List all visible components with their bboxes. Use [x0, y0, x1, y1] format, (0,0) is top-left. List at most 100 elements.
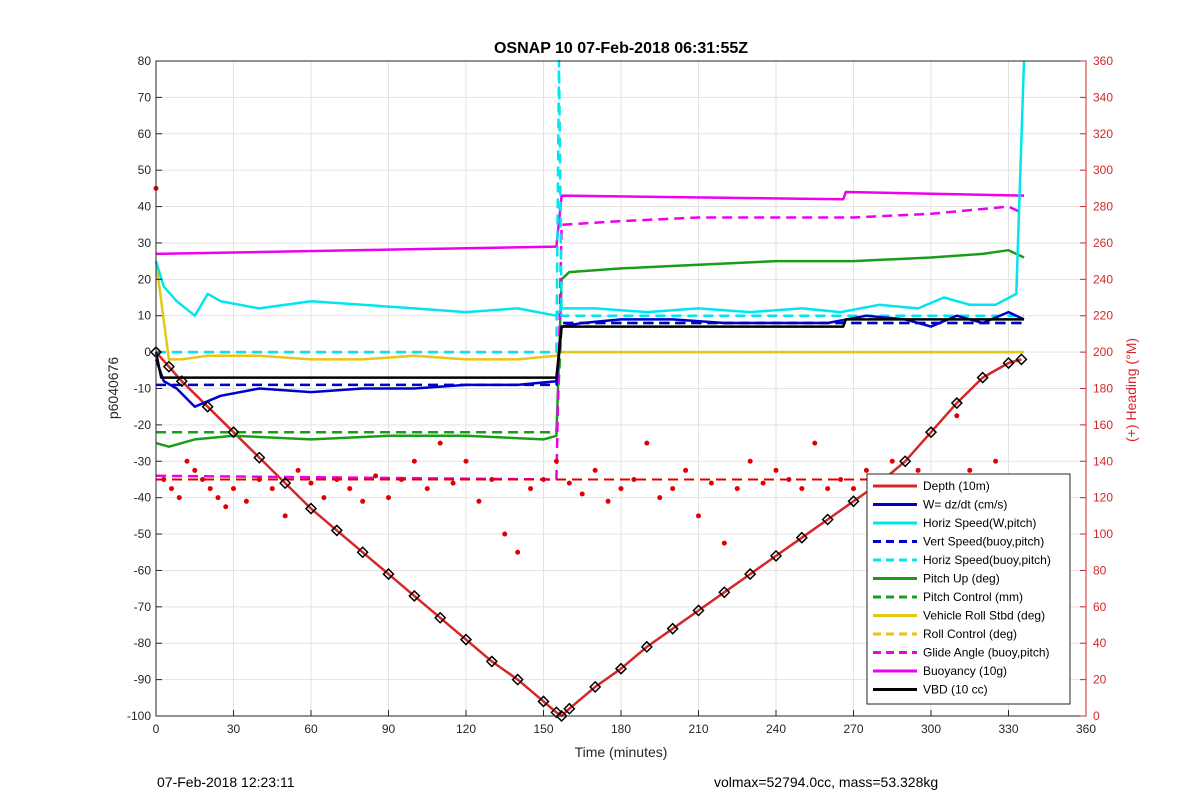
heading-point-45 [683, 467, 689, 473]
series-line-10 [155, 190, 1025, 256]
heading-point-31 [502, 531, 508, 537]
series-line-9 [155, 205, 1025, 481]
x-tick-label-0: 0 [153, 722, 160, 736]
heading-point-50 [747, 458, 753, 464]
heading-point-4 [184, 458, 190, 464]
y-tick-label-3: -70 [134, 600, 152, 614]
right-tick-label-6: 120 [1093, 491, 1113, 505]
right-tick-label-9: 180 [1093, 382, 1113, 396]
x-tick-label-5: 150 [533, 722, 553, 736]
depth-marker-6 [279, 477, 292, 490]
heading-point-55 [812, 440, 818, 446]
heading-point-54 [799, 486, 805, 492]
x-axis-label: Time (minutes) [575, 744, 668, 760]
depth-marker-30 [847, 495, 860, 508]
depth-marker-15 [511, 673, 524, 686]
right-tick-label-3: 60 [1093, 600, 1107, 614]
heading-point-10 [231, 486, 236, 492]
x-tick-label-4: 120 [456, 722, 476, 736]
heading-point-11 [243, 498, 249, 504]
y-tick-label-0: -100 [127, 709, 151, 723]
legend-label-6: Pitch Control (mm) [923, 590, 1023, 604]
heading-point-25 [424, 486, 430, 492]
right-y-axis-label: (+) Heading (°M) [1123, 338, 1139, 442]
right-tick-label-14: 280 [1093, 200, 1113, 214]
y-axis-label: p6040676 [105, 357, 121, 420]
right-tick-label-17: 340 [1093, 90, 1113, 104]
depth-marker-23 [666, 622, 679, 635]
legend-label-4: Horiz Speed(buoy,pitch) [923, 553, 1051, 567]
depth-marker-27 [769, 549, 783, 562]
y-tick-label-17: 70 [138, 90, 152, 104]
legend-label-5: Pitch Up (deg) [923, 572, 1000, 586]
legend-label-0: Depth (10m) [923, 479, 990, 493]
heading-point-20 [360, 498, 366, 504]
legend-label-9: Glide Angle (buoy,pitch) [923, 646, 1050, 660]
right-tick-label-15: 300 [1093, 163, 1113, 177]
heading-point-44 [670, 486, 676, 492]
heading-point-61 [889, 458, 895, 464]
depth-marker-10 [382, 568, 395, 581]
heading-point-6 [200, 476, 205, 482]
depth-marker-4 [227, 426, 240, 439]
heading-point-18 [334, 476, 340, 482]
legend-label-3: Vert Speed(buoy,pitch) [923, 535, 1044, 549]
legend-label-8: Roll Control (deg) [923, 627, 1017, 641]
heading-point-42 [644, 440, 650, 446]
x-tick-label-12: 360 [1076, 722, 1096, 736]
y-tick-label-13: 30 [138, 236, 152, 250]
depth-marker-19 [563, 702, 576, 715]
heading-point-66 [954, 413, 960, 419]
heading-point-23 [398, 476, 404, 482]
legend-label-1: W= dz/dt (cm/s) [923, 498, 1007, 512]
heading-point-59 [863, 467, 869, 473]
legend-label-10: Buoyancy (10g) [923, 664, 1007, 678]
heading-point-5 [192, 467, 198, 473]
series-line-11 [154, 318, 1024, 379]
y-tick-label-8: -20 [134, 418, 152, 432]
heading-point-48 [721, 540, 727, 546]
depth-marker-24 [692, 604, 705, 617]
depth-marker-32 [899, 455, 912, 468]
x-tick-label-9: 270 [843, 722, 863, 736]
depth-marker-25 [718, 586, 731, 599]
right-tick-label-2: 40 [1093, 636, 1107, 650]
y-tick-label-12: 20 [138, 272, 152, 286]
depth-marker-13 [459, 633, 473, 646]
heading-point-27 [450, 480, 456, 486]
y-tick-label-6: -40 [134, 491, 152, 505]
depth-marker-21 [614, 662, 628, 675]
y-tick-label-9: -10 [134, 382, 152, 396]
y-tick-label-7: -30 [134, 454, 152, 468]
y-tick-label-11: 10 [138, 309, 152, 323]
heading-point-52 [773, 467, 779, 473]
right-tick-label-11: 220 [1093, 309, 1113, 323]
depth-marker-1 [162, 360, 175, 373]
depth-marker-7 [304, 502, 318, 515]
heading-point-41 [631, 476, 637, 482]
right-tick-label-1: 20 [1093, 673, 1107, 687]
depth-marker-26 [744, 568, 757, 581]
heading-point-46 [696, 513, 701, 519]
depth-marker-2 [175, 375, 188, 388]
heading-point-1 [161, 476, 167, 482]
depth-marker-22 [640, 640, 653, 653]
x-ticks: 0 30 60 90 120 150 180 210 240 270 300 330 360 [153, 710, 1096, 736]
depth-markers [149, 346, 1028, 723]
right-tick-label-8: 160 [1093, 418, 1113, 432]
heading-point-51 [760, 480, 766, 486]
depth-marker-3 [201, 400, 214, 413]
heading-point-29 [476, 498, 482, 504]
legend: Depth (10m) W= dz/dt (cm/s) Horiz Speed(W,… [866, 473, 1071, 705]
depth-marker-11 [408, 589, 421, 602]
right-tick-label-5: 100 [1093, 527, 1113, 541]
heading-point-16 [308, 480, 314, 486]
heading-point-15 [295, 467, 301, 473]
right-tick-label-18: 360 [1093, 54, 1113, 68]
depth-marker-37 [1015, 353, 1028, 366]
heading-point-39 [605, 498, 611, 504]
x-tick-label-10: 300 [921, 722, 941, 736]
heading-point-17 [321, 495, 327, 501]
depth-marker-36 [1002, 356, 1015, 370]
right-tick-label-0: 0 [1093, 709, 1100, 723]
